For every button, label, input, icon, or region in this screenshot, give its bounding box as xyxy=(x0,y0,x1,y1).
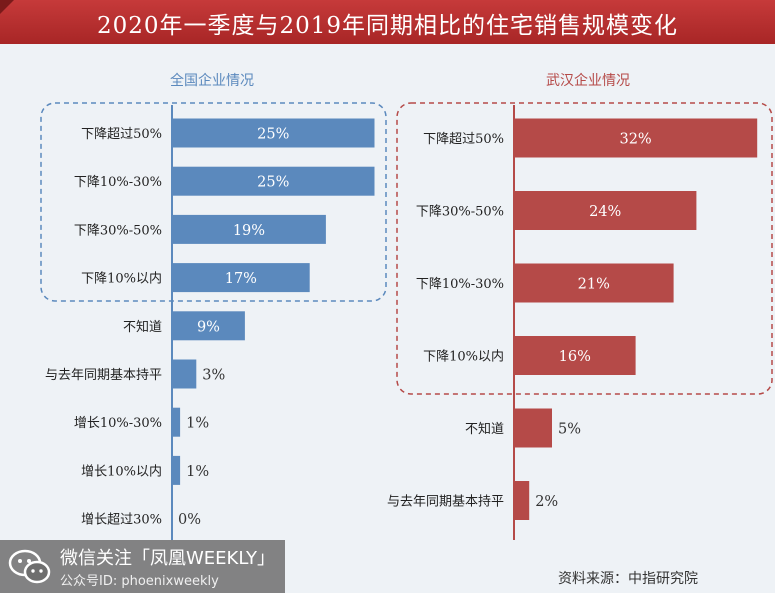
watermark-line1: 微信关注「凤凰WEEKLY」 xyxy=(60,548,275,569)
data-label: 25% xyxy=(257,175,289,191)
category-label: 下降10%以内 xyxy=(423,349,504,365)
data-label: 0% xyxy=(178,512,201,528)
bar xyxy=(514,263,674,303)
category-label: 与去年同期基本持平 xyxy=(387,495,504,510)
data-label: 5% xyxy=(558,422,581,438)
category-label: 下降10%-30% xyxy=(416,277,504,292)
category-label: 下降10%以内 xyxy=(81,271,162,287)
category-label: 下降30%-50% xyxy=(416,205,504,220)
title-banner: 2020年一季度与2019年同期相比的住宅销售规模变化 xyxy=(0,0,775,44)
data-label: 24% xyxy=(589,204,621,220)
category-label: 增长10%以内 xyxy=(81,463,162,479)
category-label: 不知道 xyxy=(465,421,504,437)
category-label: 下降超过50% xyxy=(81,127,162,142)
banner-corner xyxy=(0,0,14,14)
page-title: 2020年一季度与2019年同期相比的住宅销售规模变化 xyxy=(96,13,679,39)
data-label: 25% xyxy=(257,127,289,143)
data-label: 3% xyxy=(202,368,225,384)
data-label: 21% xyxy=(578,277,610,293)
category-label: 增长10%-30% xyxy=(74,416,162,431)
data-label: 2% xyxy=(535,494,558,510)
category-label: 下降10%-30% xyxy=(74,175,162,190)
bar xyxy=(514,118,758,158)
highlight-box xyxy=(396,102,773,395)
data-label: 1% xyxy=(186,464,209,480)
bar xyxy=(172,166,375,196)
category-label: 与去年同期基本持平 xyxy=(45,368,162,383)
source-note: 资料来源：中指研究院 xyxy=(558,571,698,587)
wechat-watermark: 微信关注「凤凰WEEKLY」 公众号ID: phoenixweekly xyxy=(0,540,285,593)
bar xyxy=(172,118,375,148)
bar xyxy=(172,359,197,389)
data-label: 32% xyxy=(619,132,651,148)
panel-title: 武汉企业情况 xyxy=(546,72,630,89)
highlight-box xyxy=(40,102,387,302)
bar xyxy=(172,407,181,437)
panel-title: 全国企业情况 xyxy=(170,72,254,89)
watermark-line2: 公众号ID: phoenixweekly xyxy=(60,574,219,589)
bar xyxy=(172,263,310,293)
wechat-icon xyxy=(8,548,52,590)
bar xyxy=(514,481,530,520)
bar xyxy=(172,214,326,244)
category-label: 下降30%-50% xyxy=(74,223,162,238)
data-label: 9% xyxy=(197,319,220,335)
bar xyxy=(172,455,181,485)
bar xyxy=(514,191,697,230)
data-label: 1% xyxy=(186,416,209,432)
bar xyxy=(514,408,552,448)
category-label: 不知道 xyxy=(123,319,162,335)
category-label: 下降超过50% xyxy=(423,132,504,147)
bar xyxy=(172,311,245,341)
data-label: 17% xyxy=(225,271,257,287)
category-label: 增长超过30% xyxy=(81,513,162,528)
bar xyxy=(514,336,636,375)
data-label: 16% xyxy=(559,349,591,365)
data-label: 19% xyxy=(233,223,265,239)
